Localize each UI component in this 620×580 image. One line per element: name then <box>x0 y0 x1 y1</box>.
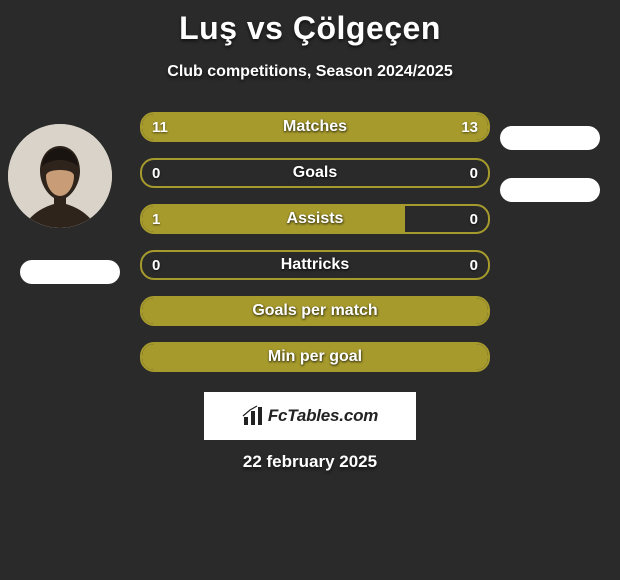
player-left-name-pill <box>20 260 120 284</box>
bar-fill <box>142 298 488 324</box>
page-title: Luş vs Çölgeçen <box>0 10 620 47</box>
stat-value-left: 11 <box>152 114 168 140</box>
stat-value-right: 0 <box>470 160 478 186</box>
avatar-silhouette-icon <box>8 124 112 228</box>
stat-value-left: 1 <box>152 206 160 232</box>
stat-bar: 10Assists <box>140 204 490 234</box>
stat-label: Goals <box>142 160 488 186</box>
stat-value-right: 0 <box>470 206 478 232</box>
stat-value-left: 0 <box>152 160 160 186</box>
player-right-avatar-pill <box>500 126 600 150</box>
stat-bar: Min per goal <box>140 342 490 372</box>
logo-text: FcTables.com <box>268 406 378 426</box>
stat-bar: 0 0Goals <box>140 158 490 188</box>
stat-value-right: 0 <box>470 252 478 278</box>
bar-fill <box>142 344 488 370</box>
infographic-date: 22 february 2025 <box>0 452 620 472</box>
bar-chart-icon <box>242 405 264 427</box>
stat-bar: Goals per match <box>140 296 490 326</box>
fctables-logo: FcTables.com <box>204 392 416 440</box>
stat-label: Hattricks <box>142 252 488 278</box>
bar-fill-right <box>294 114 488 140</box>
stat-bar: 0 0Hattricks <box>140 250 490 280</box>
bar-fill-left <box>142 206 405 232</box>
stat-bar: 1113Matches <box>140 112 490 142</box>
stat-value-right: 13 <box>461 114 478 140</box>
comparison-bars: 1113Matches00Goals10Assists00HattricksGo… <box>140 112 490 388</box>
player-left-avatar <box>8 124 112 228</box>
stat-value-left: 0 <box>152 252 160 278</box>
infographic-root: Luş vs Çölgeçen Club competitions, Seaso… <box>0 0 620 580</box>
player-right-name-pill <box>500 178 600 202</box>
page-subtitle: Club competitions, Season 2024/2025 <box>0 63 620 81</box>
